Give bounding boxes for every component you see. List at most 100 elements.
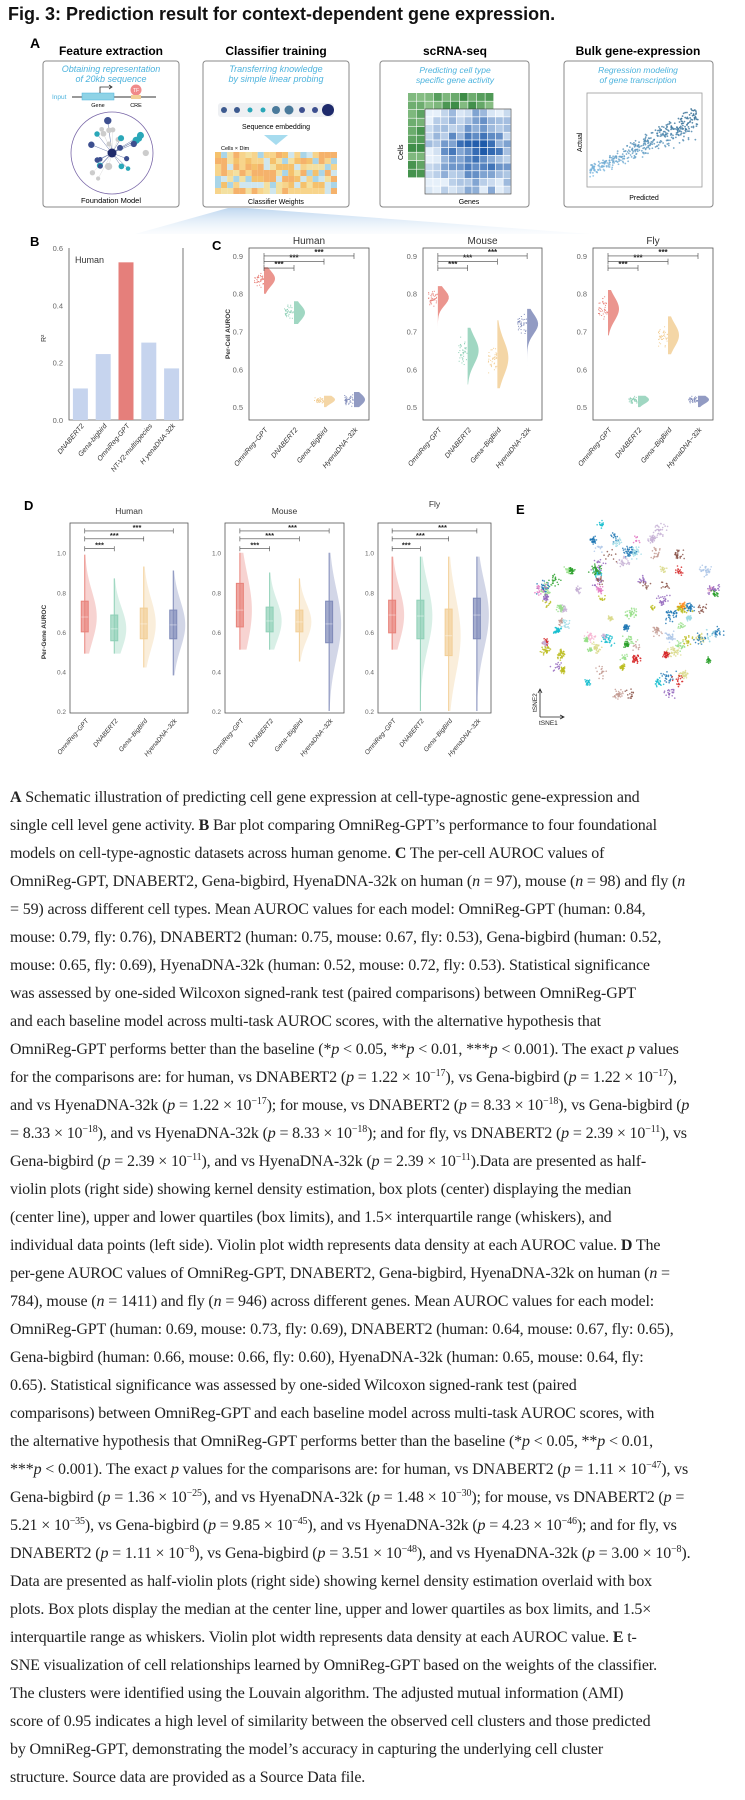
tsne-point xyxy=(697,606,700,609)
data-point xyxy=(636,399,638,401)
caption-exponent: −17 xyxy=(652,1068,668,1079)
tsne-point xyxy=(633,616,636,618)
weight-cell xyxy=(288,152,295,158)
tsne-point xyxy=(603,633,605,636)
tsne-point xyxy=(594,542,597,544)
tsne-point xyxy=(682,623,684,626)
caption-text: Bar plot comparing OmniReg-GPT’s perform… xyxy=(209,817,657,834)
caption-text: = 1.11 × 10 xyxy=(108,1545,184,1562)
tsne-point xyxy=(623,646,625,648)
tsne-point xyxy=(642,581,645,583)
bulk-point xyxy=(684,125,686,128)
caption-text: = 97), mouse ( xyxy=(479,873,576,890)
data-point xyxy=(692,399,694,401)
caption-italic: p xyxy=(372,1489,380,1506)
tsne-point xyxy=(561,617,563,620)
bulk-point xyxy=(638,141,640,144)
tsne-point xyxy=(700,610,703,612)
tsne-point xyxy=(545,599,547,602)
data-point xyxy=(322,399,324,401)
tsne-point xyxy=(615,693,618,695)
caption-text: = 98) and fly ( xyxy=(583,873,678,890)
d-subplot-title: Human xyxy=(115,506,143,516)
blue-cell xyxy=(456,124,464,132)
panel-label-c: C xyxy=(212,238,222,253)
weight-cell xyxy=(251,152,258,158)
tsne-point xyxy=(617,698,619,700)
data-point xyxy=(318,398,320,400)
bulk-point xyxy=(603,162,606,165)
tsne-point xyxy=(608,639,611,641)
caption-text: ). xyxy=(681,1545,691,1562)
caption-italic: n xyxy=(677,873,686,890)
tsne-point xyxy=(681,680,683,683)
weight-cell xyxy=(233,176,240,182)
tsne-point xyxy=(627,554,629,557)
data-point xyxy=(319,400,321,402)
tsne-point xyxy=(701,637,704,639)
data-point xyxy=(318,400,320,402)
green-cell xyxy=(408,169,416,178)
tsne-point xyxy=(620,693,623,695)
data-point xyxy=(517,329,519,331)
tsne-point xyxy=(584,639,587,642)
data-point xyxy=(636,402,638,404)
data-point xyxy=(520,316,522,318)
significance-label: *** xyxy=(402,541,411,550)
tsne-point xyxy=(627,627,630,630)
bulk-point xyxy=(695,125,698,128)
d-ytick-label: 0.6 xyxy=(212,630,221,637)
bulk-point xyxy=(608,163,611,166)
tsne-point xyxy=(560,627,563,630)
tsne-point xyxy=(633,611,635,614)
weight-cell xyxy=(330,188,337,194)
tsne-point xyxy=(672,690,675,692)
tsne-point xyxy=(665,582,668,585)
blue-cell xyxy=(425,148,433,155)
tsne-point xyxy=(658,597,661,599)
d-xtick-label: DNABERT2 xyxy=(398,717,426,748)
embedding-dot xyxy=(221,107,227,113)
tsne-point xyxy=(563,566,566,568)
weight-cell xyxy=(257,158,264,164)
tsne-point xyxy=(698,634,701,636)
tsne-cluster xyxy=(619,653,629,661)
tsne-point xyxy=(623,641,626,643)
tsne-point xyxy=(673,697,676,699)
panel-label-e: E xyxy=(516,502,525,517)
tsne-cluster xyxy=(664,630,676,644)
weight-cell xyxy=(282,170,289,176)
bulk-point xyxy=(678,130,681,133)
weight-cell xyxy=(215,176,222,182)
bulk-point xyxy=(693,117,696,119)
data-point xyxy=(344,397,346,399)
caption-text: = xyxy=(657,1265,670,1282)
data-point xyxy=(320,400,322,402)
tsne-point xyxy=(632,645,635,647)
tsne-point xyxy=(600,592,603,595)
tsne-point xyxy=(652,630,654,633)
data-point xyxy=(666,338,668,340)
data-point xyxy=(492,357,494,359)
blue-cell xyxy=(495,155,503,163)
tsne-point xyxy=(681,646,683,648)
tsne-point xyxy=(554,666,557,669)
bulk-point xyxy=(644,143,647,146)
tsne-point xyxy=(559,607,562,610)
tsne-point xyxy=(626,610,628,612)
caption-exponent: −18 xyxy=(351,1124,368,1135)
data-point xyxy=(462,360,464,362)
tsne-point xyxy=(536,591,539,593)
tsne-point xyxy=(684,624,686,627)
bulk-point xyxy=(696,123,699,126)
caption-italic: p xyxy=(167,1097,176,1114)
weight-cell xyxy=(306,152,313,158)
data-point xyxy=(664,333,666,335)
tsne-point xyxy=(561,670,564,672)
tsne-cluster xyxy=(583,636,589,643)
data-point xyxy=(290,306,292,308)
tsne-point xyxy=(605,558,607,560)
tsne-point xyxy=(557,610,559,613)
tsne-point xyxy=(600,569,602,572)
caption-text: (center line), upper and lower quartiles… xyxy=(10,1209,612,1226)
